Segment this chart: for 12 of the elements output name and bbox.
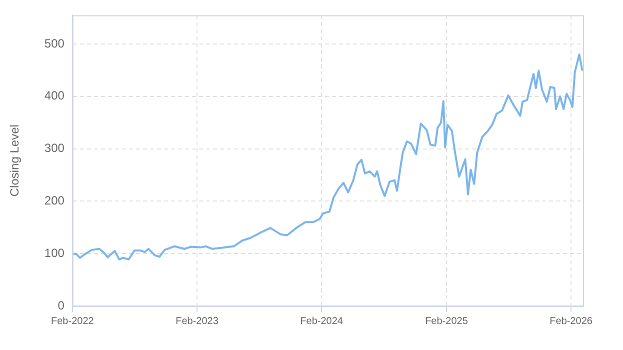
y-tick-label: 0 <box>58 298 65 312</box>
x-tick-label: Feb-2022 <box>51 316 94 327</box>
y-tick-label: 500 <box>44 36 65 50</box>
x-tick-label: Feb-2025 <box>425 316 468 327</box>
y-tick-label: 100 <box>44 246 65 260</box>
y-tick-label: 200 <box>44 194 65 208</box>
y-axis-title: Closing Level <box>8 124 22 197</box>
y-tick-label: 300 <box>44 141 65 156</box>
x-tick-label: Feb-2026 <box>550 316 593 327</box>
x-tick-label: Feb-2024 <box>300 316 344 327</box>
x-tick-label: Feb-2023 <box>176 316 219 327</box>
y-tick-label: 400 <box>44 88 65 103</box>
